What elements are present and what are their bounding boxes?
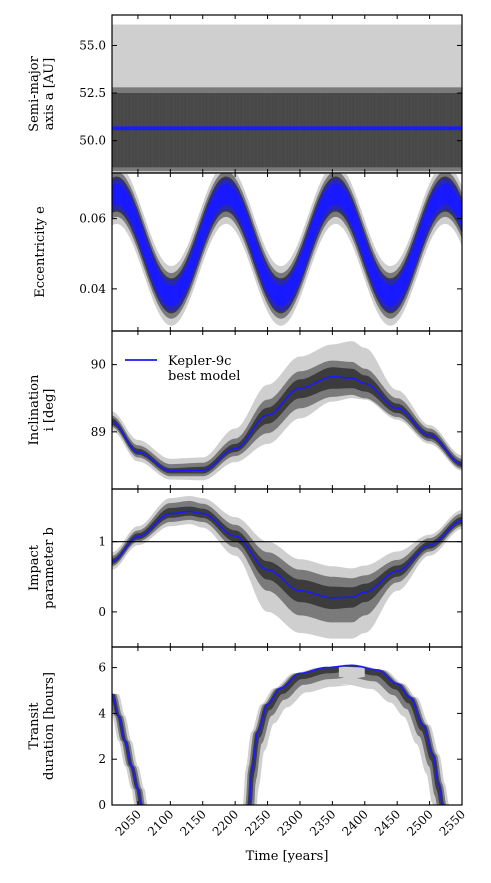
y-tick-label: 52.5	[79, 86, 106, 100]
y-axis-label-semi-major: Semi-majoraxis a [AU]	[27, 55, 57, 131]
y-label-line1: Eccentricity e	[33, 206, 48, 298]
y-label-line1: Inclination	[27, 374, 42, 445]
y-tick-label: 89	[91, 425, 106, 439]
band-1sigma	[112, 367, 462, 474]
y-axis-label-impact: Impactparameter b	[27, 527, 57, 609]
best-model-line	[112, 510, 462, 599]
y-axis-label-inclination: Inclinationi [deg]	[27, 374, 57, 445]
y-tick-label: 0	[98, 605, 106, 619]
y-label-line2: parameter b	[42, 527, 57, 609]
y-label-line1: Transit	[27, 702, 42, 750]
y-tick-label: 50.0	[79, 134, 106, 148]
x-tick-label: 2450	[372, 807, 403, 838]
x-tick-label: 2150	[177, 807, 208, 838]
plot-area-inclination	[112, 341, 462, 481]
x-tick-label: 2200	[210, 807, 241, 838]
y-axis-label-eccentricity: Eccentricity e	[33, 206, 48, 298]
best-model-line-seg1	[248, 664, 444, 805]
y-axis-label-duration: Transitduration [hours]	[27, 672, 57, 780]
band-3sigma-seg1	[242, 665, 449, 805]
panel-eccentricity: 0.04 0.06 Eccentricity e	[33, 172, 463, 332]
panel-frame	[111, 646, 463, 806]
x-tick-label: 2550	[437, 807, 468, 838]
y-tick-label: 90	[91, 358, 106, 372]
y-label-line2: i [deg]	[42, 389, 57, 432]
x-tick-label: 2350	[307, 807, 338, 838]
y-tick-label: 6	[98, 661, 106, 675]
x-axis-label: Time [years]	[246, 849, 329, 864]
x-tick-label: 2300	[275, 807, 306, 838]
x-tick-label: 2400	[339, 807, 370, 838]
best-model-oscillation	[112, 178, 462, 312]
legend-label-line2: best model	[168, 369, 240, 384]
plot-area-eccentricity	[112, 173, 462, 326]
x-tick-label: 2500	[404, 807, 435, 838]
best-model-line	[112, 126, 462, 131]
plot-area-semi-major	[112, 24, 462, 173]
x-tick-label: 2050	[113, 807, 144, 838]
band-1sigma	[112, 506, 462, 610]
y-label-line1: Semi-major	[27, 55, 42, 131]
y-tick-label: 55.0	[79, 38, 106, 52]
best-model-line-seg0	[112, 693, 142, 805]
band-3sigma-dip	[338, 666, 365, 680]
y-tick-label: 1	[98, 535, 106, 549]
panel-impact: 0 1 Impactparameter b	[27, 488, 463, 648]
x-tick-label: 2100	[145, 807, 176, 838]
panel-semi-major: 50.0 52.5 55.0 Semi-majoraxis a [AU]	[27, 14, 463, 174]
y-tick-label: 0.04	[79, 282, 106, 296]
y-label-line1: Impact	[27, 544, 42, 591]
y-tick-label: 0.06	[79, 212, 106, 226]
legend-label-line1: Kepler-9c	[168, 354, 231, 369]
y-tick-label: 4	[98, 706, 106, 720]
best-model-line	[112, 375, 462, 472]
panel-duration: 0 2 4 6 Transitduration [hours]	[27, 646, 463, 812]
y-tick-label: 0	[98, 798, 106, 812]
plot-area-impact	[112, 496, 462, 639]
y-label-line2: axis a [AU]	[42, 58, 57, 130]
plot-area-duration	[112, 664, 449, 805]
x-tick-label: 2250	[242, 807, 273, 838]
y-label-line2: duration [hours]	[42, 672, 57, 780]
y-tick-label: 2	[98, 752, 106, 766]
